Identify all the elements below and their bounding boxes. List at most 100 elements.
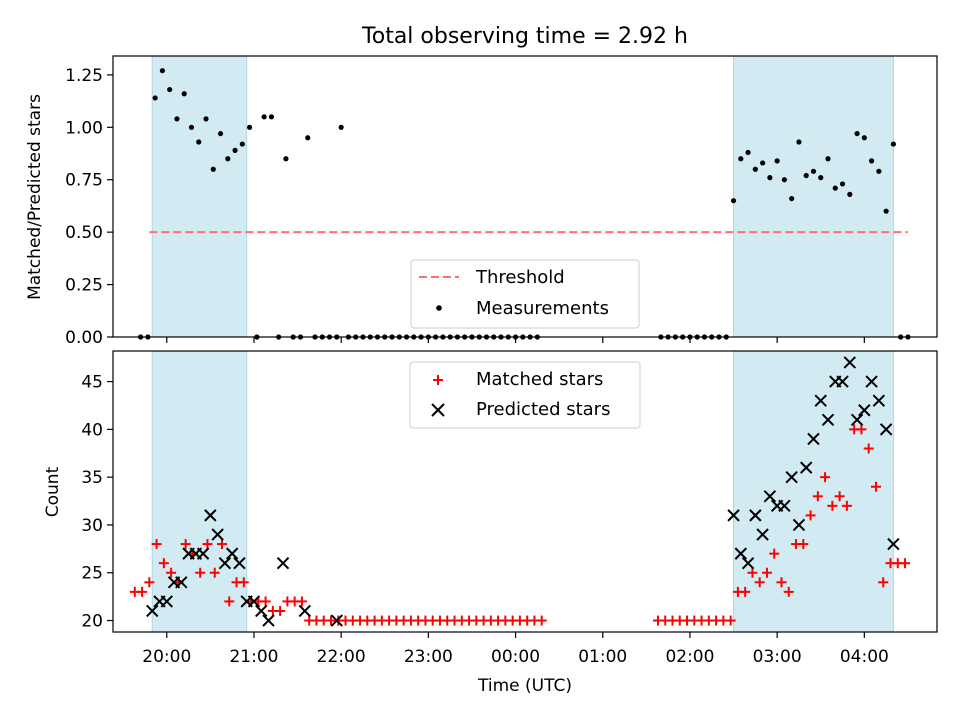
predicted-star-point — [211, 528, 224, 541]
predicted-star-point — [814, 394, 827, 407]
measurement-point — [217, 130, 224, 137]
bottom-legend: Matched stars Predicted stars — [409, 361, 641, 429]
bottom-y-ticks: 20 25 30 35 40 45 — [81, 373, 113, 632]
top-y-ticks: 0.00 0.25 0.50 0.75 1.00 1.25 — [65, 66, 113, 348]
x-tick-label: 21:00 — [229, 647, 278, 667]
matched-legend-marker — [433, 375, 443, 385]
measurement-point — [832, 185, 838, 191]
count-points — [129, 356, 911, 627]
shaded-interval — [733, 55, 894, 338]
predicted-star-point — [175, 576, 188, 589]
x-tick-label: 02:00 — [665, 647, 714, 667]
predicted-star-point — [734, 547, 748, 560]
matched-star-point — [783, 586, 794, 597]
measurement-point — [239, 141, 245, 147]
x-tick-label: 20:00 — [142, 647, 191, 667]
measurement-point — [338, 124, 344, 130]
measurement-point — [890, 141, 897, 147]
x-tick-label: 04:00 — [840, 647, 889, 667]
predicted-star-point — [330, 614, 344, 627]
shaded-interval — [733, 350, 894, 633]
predicted-star-point — [821, 413, 835, 427]
matched-star-point — [834, 491, 845, 502]
predicted-star-point — [778, 499, 791, 513]
matched-star-point — [296, 596, 307, 607]
matched-star-point — [137, 586, 148, 597]
measurement-point — [767, 175, 773, 181]
matched-star-point — [725, 615, 736, 626]
predicted-legend-label: Predicted stars — [476, 399, 610, 420]
measurement-point — [152, 95, 158, 101]
top-axes-frame — [112, 55, 938, 338]
matched-star-point — [260, 596, 271, 607]
measurement-point — [225, 156, 231, 162]
predicted-star-point — [233, 556, 246, 570]
predicted-star-point — [276, 556, 290, 570]
matched-star-point — [151, 539, 162, 550]
measurement-point — [847, 191, 853, 198]
measurement-point — [745, 149, 751, 156]
predicted-star-point — [749, 509, 762, 522]
predicted-star-point — [799, 461, 813, 474]
predicted-star-point — [146, 604, 159, 618]
measurement-point — [167, 86, 173, 93]
predicted-star-point — [763, 490, 777, 503]
measurement-legend-marker — [436, 305, 442, 311]
predicted-star-point — [792, 518, 806, 532]
predicted-star-point — [218, 556, 232, 570]
measurement-point — [796, 139, 802, 145]
y-tick-label: 1.25 — [65, 66, 103, 86]
matched-star-point — [754, 577, 765, 588]
predicted-star-point — [843, 356, 857, 369]
predicted-star-point — [872, 394, 886, 407]
matched-star-point — [870, 481, 881, 492]
measurement-point — [203, 116, 209, 122]
matched-star-point — [275, 605, 286, 616]
predicted-star-point — [255, 604, 268, 618]
x-tick-label: 22:00 — [317, 647, 366, 667]
measurement-point — [174, 116, 180, 122]
top-x-ticks — [166, 337, 865, 343]
predicted-star-point — [262, 614, 275, 627]
measurement-point — [232, 147, 238, 153]
matched-star-point — [202, 539, 213, 550]
matched-star-point — [900, 558, 911, 569]
bottom-legend-box — [409, 361, 641, 429]
matched-star-point — [812, 491, 823, 502]
predicted-star-point — [865, 375, 878, 388]
x-tick-label: 03:00 — [753, 647, 802, 667]
count-panel: 20 25 30 35 40 45 20:00 21:00 22:00 23:00 00:00 01… — [43, 350, 938, 696]
ratio-panel: 0.00 0.25 0.50 0.75 1.00 1.25 Matched/Predict… — [25, 55, 938, 348]
matched-star-point — [536, 615, 547, 626]
matched-star-point — [856, 424, 867, 435]
measurement-point — [188, 124, 195, 130]
measurement-point — [854, 130, 860, 137]
matched-star-point — [180, 539, 191, 550]
matched-star-point — [820, 472, 831, 483]
y-tick-label: 20 — [81, 612, 103, 632]
measurement-point — [181, 91, 187, 97]
y-tick-label: 0.00 — [65, 328, 103, 348]
measurement-point — [730, 198, 737, 204]
matched-star-point — [144, 577, 155, 588]
matched-legend-label: Matched stars — [476, 369, 603, 390]
measurement-point — [869, 158, 875, 164]
x-tick-label: 01:00 — [578, 647, 627, 667]
predicted-star-point — [858, 404, 871, 417]
top-legend-box — [410, 259, 640, 329]
matched-star-point — [798, 539, 809, 550]
x-tick-label: 23:00 — [404, 647, 453, 667]
measurement-point — [760, 160, 766, 166]
matched-star-point — [224, 596, 235, 607]
predicted-star-point — [225, 547, 239, 560]
figure-title: Total observing time = 2.92 h — [361, 24, 688, 49]
predicted-star-point — [741, 556, 755, 570]
measurement-point — [803, 172, 809, 179]
predicted-star-point — [160, 595, 173, 608]
y-tick-label: 0.25 — [65, 276, 103, 296]
y-tick-label: 0.75 — [65, 171, 103, 191]
measurement-point — [261, 114, 267, 120]
top-legend: Threshold Measurements — [410, 259, 640, 329]
bottom-axes-frame — [112, 350, 938, 633]
